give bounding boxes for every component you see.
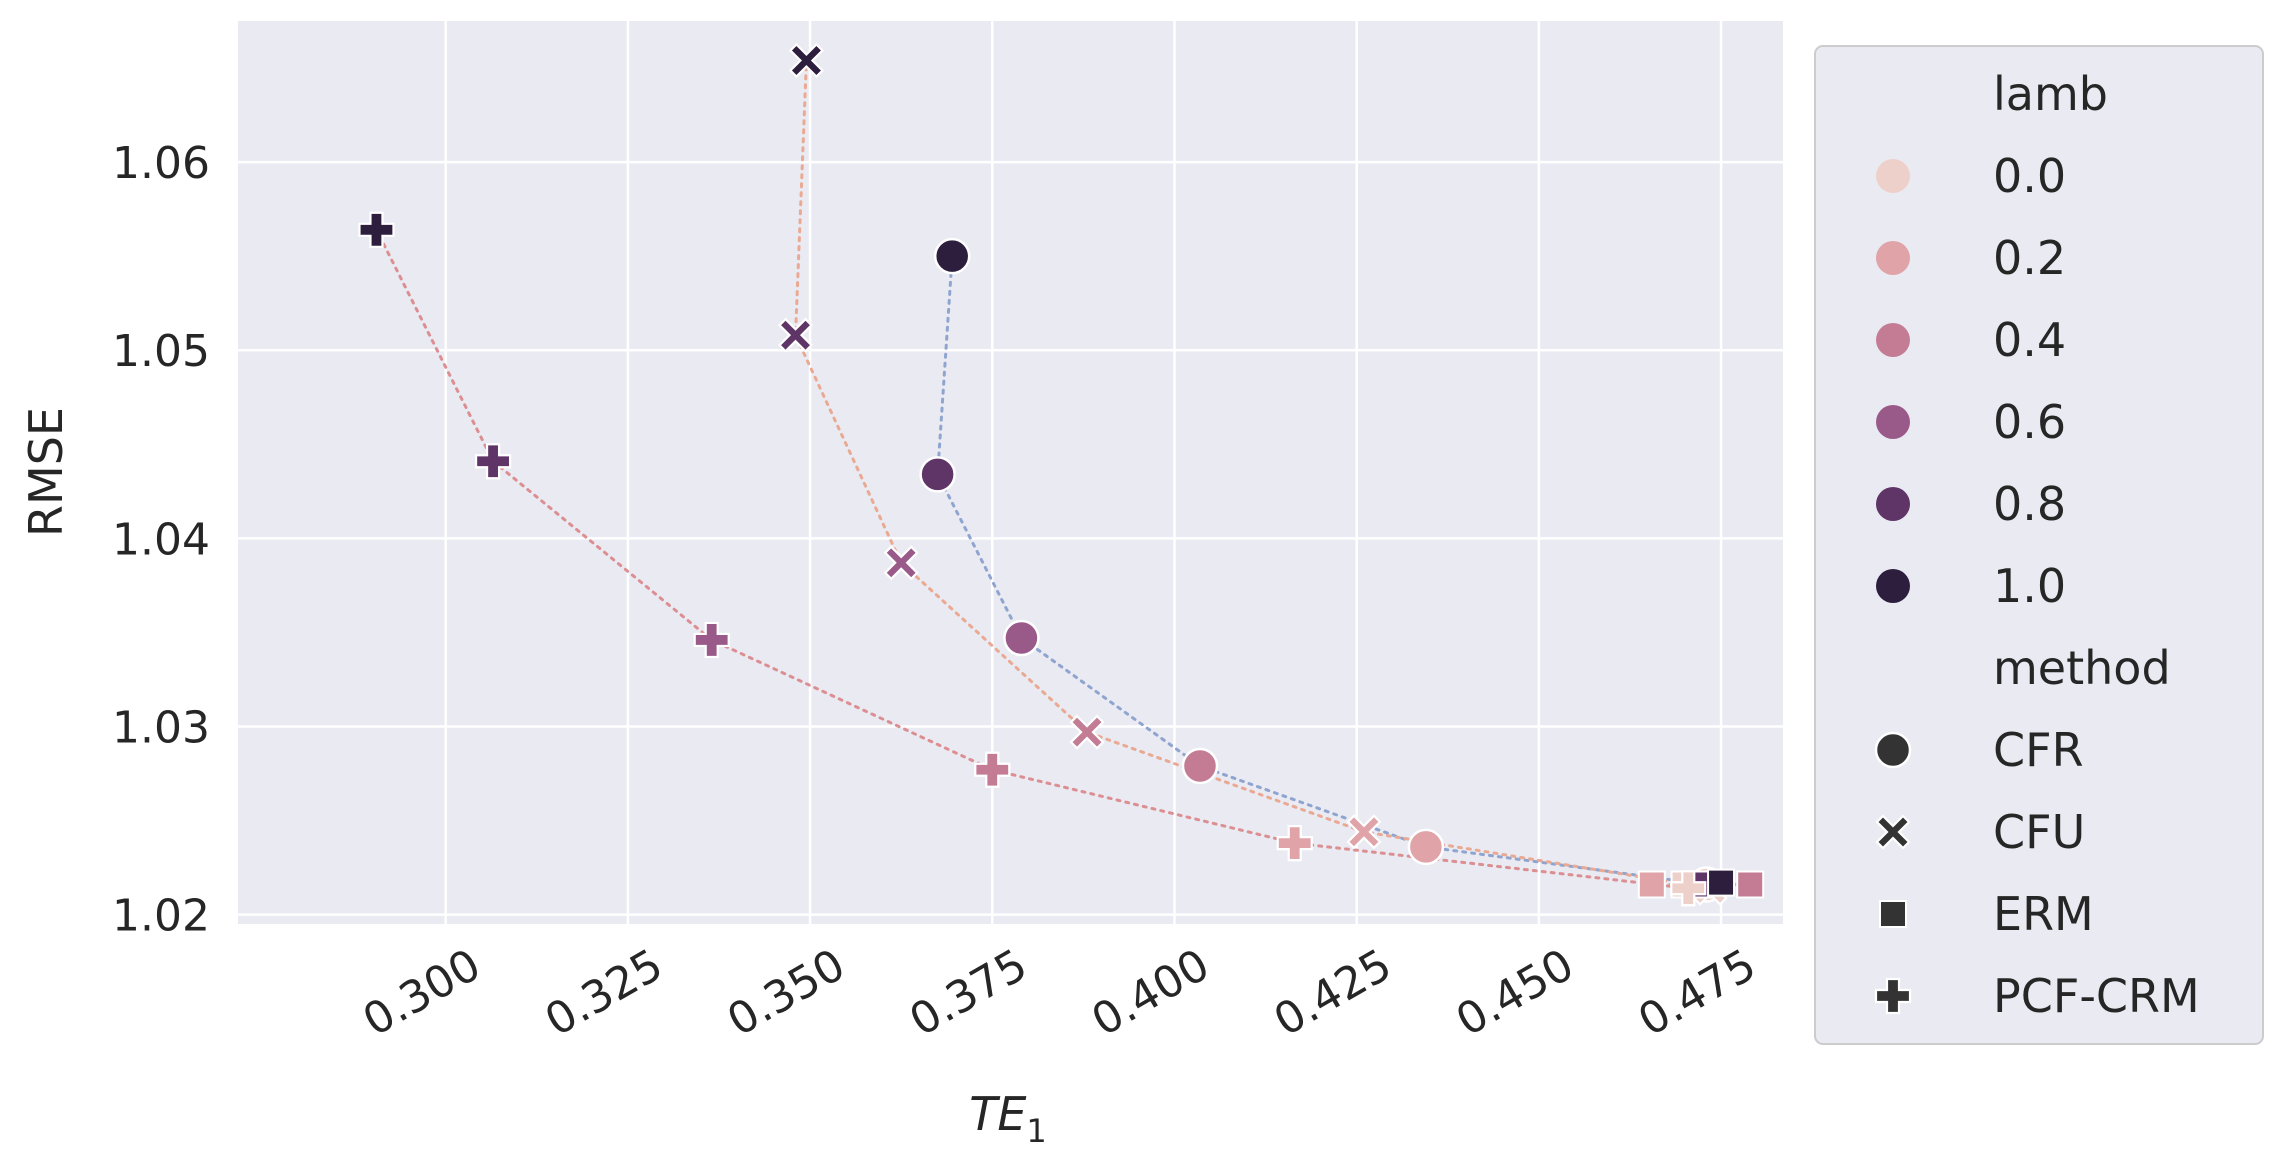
y-axis-label: RMSE [19, 407, 73, 537]
legend-swatch [1876, 159, 1910, 193]
plot-background [238, 21, 1783, 924]
x-axis-label: TE1 [969, 1087, 1047, 1150]
data-point-cfu [777, 317, 814, 353]
legend-label: CFU [1993, 805, 2085, 859]
data-point-cfu [1346, 814, 1382, 850]
data-point-pcf-crm [693, 621, 730, 659]
data-point-erm [1707, 868, 1736, 897]
data-point-pcf-crm [358, 211, 395, 248]
legend-marker-square [1879, 900, 1907, 928]
x-tick-label: 0.475 [1630, 939, 1765, 1046]
x-tick-label: 0.325 [537, 939, 672, 1046]
grid [238, 21, 1783, 924]
y-tick-label: 1.06 [112, 138, 210, 189]
legend-label: 0.0 [1993, 149, 2066, 203]
legend-hue-title: lamb [1993, 67, 2108, 121]
legend-swatch [1876, 569, 1910, 603]
x-tick-label: 0.300 [355, 939, 490, 1046]
x-tick-label: 0.425 [1266, 939, 1401, 1046]
legend-label: PCF-CRM [1993, 969, 2200, 1023]
x-axis-ticks: 0.300 0.325 0.350 0.375 0.400 0.425 0.450 0.475 [355, 939, 1765, 1046]
legend-label: 0.2 [1993, 231, 2066, 285]
x-tick-label: 0.400 [1083, 939, 1218, 1046]
series-line-cfr [936, 254, 1708, 886]
data-point-erm [1637, 870, 1666, 899]
data-point-cfr [1003, 619, 1040, 657]
legend-label: 0.4 [1993, 313, 2066, 367]
legend-swatch [1876, 241, 1910, 275]
data-points [358, 42, 1765, 907]
legend-marker-plus [1874, 977, 1912, 1015]
x-axis-label-subscript: 1 [1026, 1112, 1046, 1150]
x-axis-label-main: TE [969, 1087, 1026, 1141]
y-tick-label: 1.05 [112, 326, 210, 377]
legend-label: 0.8 [1993, 477, 2066, 531]
legend-swatch [1876, 487, 1910, 521]
y-axis-ticks: 1.02 1.03 1.04 1.05 1.06 [112, 138, 210, 942]
data-point-cfr [1181, 747, 1219, 785]
x-tick-label: 0.375 [901, 939, 1036, 1046]
data-point-cfu [1069, 714, 1105, 750]
data-point-cfr [933, 237, 971, 275]
legend-marker-x [1875, 814, 1911, 850]
x-tick-label: 0.350 [719, 939, 854, 1046]
data-point-pcf-crm [474, 443, 512, 480]
y-tick-label: 1.03 [112, 702, 210, 753]
data-point-pcf-crm [974, 751, 1011, 788]
legend-swatch [1876, 405, 1910, 439]
data-point-erm [1736, 870, 1765, 899]
legend-label: ERM [1993, 887, 2094, 941]
legend-style-title: method [1993, 641, 2171, 695]
data-point-cfu [788, 42, 824, 79]
legend: lamb 0.0 0.2 0.4 0.6 0.8 1.0 method CFR CFU ERM PCF… [1814, 45, 2264, 1045]
y-tick-label: 1.04 [112, 514, 210, 565]
legend-swatch [1876, 323, 1910, 357]
legend-label: 1.0 [1993, 559, 2066, 613]
data-point-pcf-crm [1670, 870, 1707, 907]
data-point-cfu [883, 545, 919, 581]
legend-label: 0.6 [1993, 395, 2066, 449]
legend-items: lamb 0.0 0.2 0.4 0.6 0.8 1.0 method CFR CFU ERM PCF… [1874, 67, 2200, 1023]
x-tick-label: 0.450 [1448, 939, 1583, 1046]
legend-label: CFR [1993, 723, 2084, 777]
legend-marker-circle [1874, 731, 1912, 769]
series-line-pcf-crm [374, 228, 1690, 890]
legend-frame [1814, 45, 2264, 1045]
data-point-pcf-crm [1276, 825, 1313, 862]
y-tick-label: 1.02 [112, 891, 210, 942]
data-point-cfr [919, 456, 956, 493]
data-point-cfr [1407, 828, 1445, 866]
